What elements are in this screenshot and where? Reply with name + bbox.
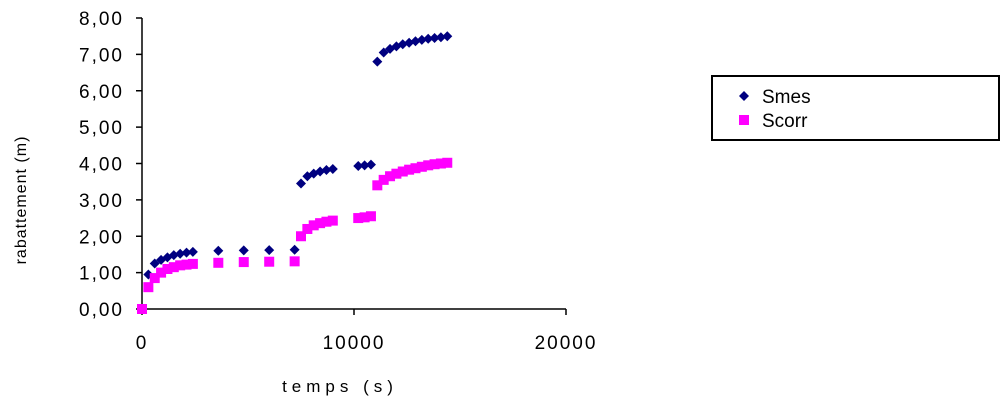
x-axis-label: temps (s) <box>282 377 398 396</box>
data-point-scorr <box>238 257 249 268</box>
data-point-scorr <box>308 220 319 231</box>
y-ticks: 0,00 1,00 2,00 3,00 4,00 5,00 6,00 7,00 8,00 <box>79 9 142 321</box>
data-point-scorr <box>416 161 427 172</box>
data-point-scorr <box>353 213 364 224</box>
data-point-smes <box>289 244 300 255</box>
legend-box <box>711 75 1000 141</box>
data-point-smes <box>435 32 446 43</box>
legend-marker-smes <box>739 91 749 101</box>
data-point-scorr <box>378 174 389 185</box>
series-smes <box>137 31 453 314</box>
data-point-smes <box>416 34 427 45</box>
y-tick-label: 4,00 <box>79 155 124 176</box>
data-point-scorr <box>391 168 402 179</box>
data-point-scorr <box>359 212 370 223</box>
y-tick-label: 3,00 <box>79 191 124 212</box>
data-point-smes <box>213 245 224 256</box>
data-point-scorr <box>156 267 167 278</box>
legend: Smes Scorr <box>711 75 1000 141</box>
data-point-scorr <box>435 158 446 169</box>
data-point-scorr <box>289 256 300 267</box>
data-point-scorr <box>143 282 154 293</box>
data-point-scorr <box>296 231 306 242</box>
data-point-scorr <box>442 157 453 168</box>
data-point-scorr <box>187 258 198 269</box>
data-point-smes <box>327 163 338 174</box>
data-point-scorr <box>385 171 396 182</box>
data-point-smes <box>156 254 167 265</box>
x-tick-label: 0 <box>136 333 149 354</box>
data-point-scorr <box>315 218 326 229</box>
series-scorr <box>137 157 453 314</box>
data-point-smes <box>359 160 370 171</box>
series-layer <box>137 31 453 314</box>
y-tick-label: 2,00 <box>79 227 124 248</box>
data-point-scorr <box>397 166 408 177</box>
data-point-smes <box>181 247 192 258</box>
legend-label-smes: Smes <box>762 87 811 108</box>
data-point-scorr <box>423 160 434 171</box>
x-ticks: 0 10000 20000 <box>136 309 598 354</box>
data-point-smes <box>423 33 434 44</box>
data-point-scorr <box>327 215 338 226</box>
data-point-scorr <box>162 263 173 274</box>
data-point-smes <box>238 245 249 256</box>
data-point-scorr <box>137 304 147 314</box>
data-point-scorr <box>429 159 440 170</box>
data-point-smes <box>264 245 275 256</box>
legend-label-scorr: Scorr <box>762 111 808 132</box>
data-point-scorr <box>149 273 160 284</box>
data-point-scorr <box>168 262 179 273</box>
data-point-scorr <box>321 216 332 227</box>
data-point-scorr <box>404 164 415 175</box>
data-point-scorr <box>264 256 275 267</box>
data-point-scorr <box>213 257 224 268</box>
data-point-scorr <box>302 223 313 234</box>
data-point-smes <box>187 246 198 257</box>
data-point-smes <box>353 161 364 172</box>
data-point-smes <box>175 248 186 259</box>
data-point-smes <box>372 56 383 67</box>
data-point-smes <box>429 33 440 44</box>
data-point-smes <box>296 178 306 189</box>
y-tick-label: 1,00 <box>79 264 124 285</box>
data-point-scorr <box>372 180 383 191</box>
legend-marker-scorr <box>739 115 749 125</box>
data-point-scorr <box>410 163 421 174</box>
data-point-scorr <box>181 259 192 270</box>
y-tick-label: 0,00 <box>79 300 124 321</box>
data-point-smes <box>321 165 332 176</box>
data-point-smes <box>442 31 453 42</box>
x-tick-label: 10000 <box>323 333 386 354</box>
y-tick-label: 5,00 <box>79 118 124 139</box>
y-tick-label: 7,00 <box>79 45 124 66</box>
plot-area: 0,00 1,00 2,00 3,00 4,00 5,00 6,00 7,00 8,00 0 10… <box>79 9 598 354</box>
x-tick-label: 20000 <box>535 333 598 354</box>
data-point-smes <box>365 159 376 170</box>
y-tick-label: 6,00 <box>79 82 124 103</box>
y-axis-label: rabattement (m) <box>13 136 30 265</box>
data-point-scorr <box>175 260 186 271</box>
y-tick-label: 8,00 <box>79 9 124 30</box>
data-point-scorr <box>365 211 376 222</box>
